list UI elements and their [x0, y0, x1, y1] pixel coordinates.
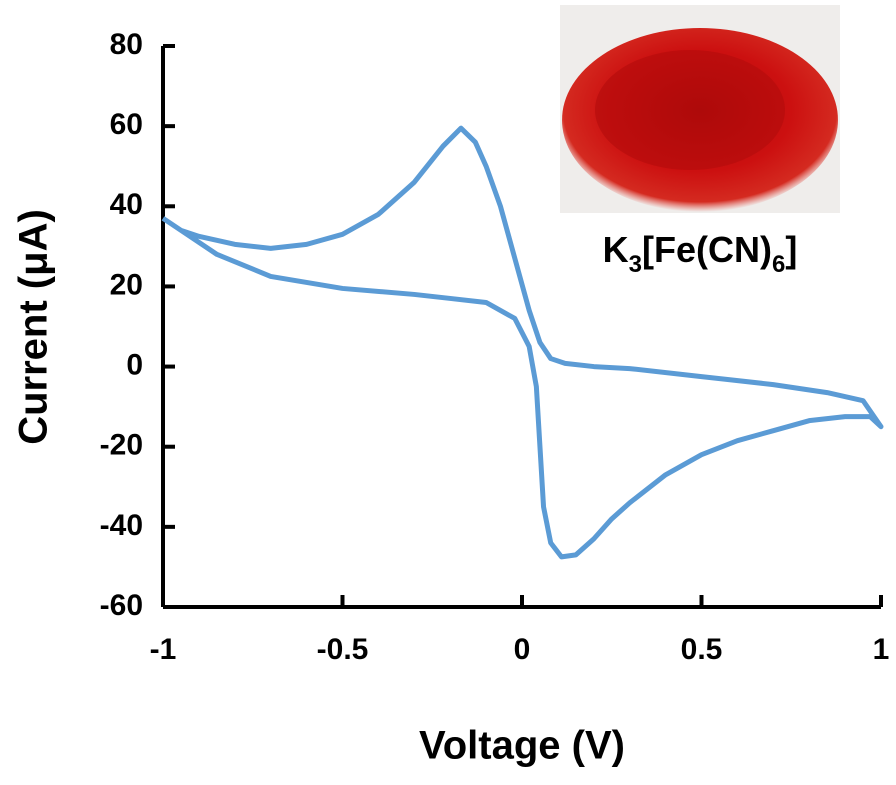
x-tick-label: -1 [150, 633, 177, 666]
x-tick-label: 0 [514, 633, 531, 666]
y-axis-title: Current (μA) [12, 209, 56, 445]
y-tick-label: -20 [100, 429, 143, 462]
y-tick-label: -40 [100, 509, 143, 542]
cv-curve [161, 125, 884, 560]
inset-photo [560, 5, 840, 213]
x-tick-label: 0.5 [681, 633, 723, 666]
inset-label-part: K [603, 229, 629, 270]
inset-label-part: [Fe(CN) [642, 229, 772, 270]
y-tick-label: 0 [126, 348, 143, 381]
x-tick-label: -0.5 [317, 633, 369, 666]
x-tick-label: 1 [873, 633, 890, 666]
inset-label: K3[Fe(CN)6] [603, 229, 798, 278]
inset-label-part: 6 [772, 251, 785, 278]
inset-label-part: 3 [629, 251, 642, 278]
x-axis-title: Voltage (V) [419, 724, 625, 768]
y-tick-label: -60 [100, 589, 143, 622]
y-tick-label: 60 [110, 108, 143, 141]
inset-label-part: ] [785, 229, 797, 270]
y-tick-label: 20 [110, 268, 143, 301]
y-tick-label: 80 [110, 28, 143, 61]
y-tick-label: 40 [110, 188, 143, 221]
